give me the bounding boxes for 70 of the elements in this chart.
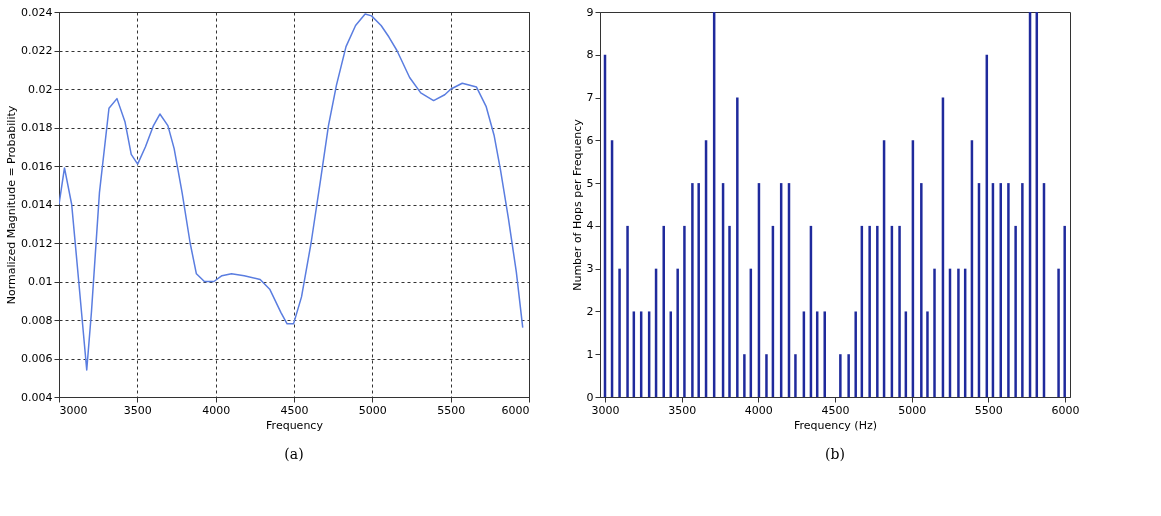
y-tick-label: 0.014 (21, 198, 53, 211)
y-tick-label: 0.008 (21, 313, 53, 327)
line-series (59, 13, 524, 371)
bar (697, 183, 700, 397)
bar (868, 225, 871, 397)
bar (823, 311, 826, 397)
y-tick-label: 0.018 (21, 121, 53, 134)
x-tick-label: 6000 (1051, 403, 1080, 417)
x-tick-label: 4500 (821, 403, 850, 417)
bar (839, 354, 842, 397)
y-tick-label: 4 (586, 219, 594, 233)
y-tick-label: 0.004 (21, 390, 53, 404)
bar (898, 225, 901, 397)
y-tick-label: 0.016 (21, 159, 53, 173)
bar (765, 354, 768, 397)
x-tick-label: 3000 (591, 403, 620, 417)
bar (618, 268, 621, 397)
y-tick-label: 0.02 (28, 82, 53, 96)
x-tick-label: 3000 (59, 403, 88, 417)
x-axis-title: Frequency (266, 418, 324, 432)
y-tick-label: 5 (586, 176, 594, 190)
x-tick-label: 5000 (358, 403, 387, 417)
bar (1007, 183, 1010, 397)
bar (1063, 225, 1066, 397)
bar (920, 183, 923, 397)
bar (626, 225, 629, 397)
y-tick-label: 9 (586, 5, 594, 19)
bar (683, 225, 686, 397)
text: (b) (825, 446, 845, 462)
bar (957, 268, 960, 397)
y-tick-label: 2 (586, 304, 594, 318)
y-axis-title: Normalized Magnitude = Probability (5, 105, 19, 305)
y-tick-label: 0.01 (28, 275, 53, 288)
y-tick-label: 0.006 (21, 352, 53, 365)
x-tick-label: 4000 (202, 403, 231, 417)
y-tick-label: 0 (586, 390, 594, 404)
x-axis-title: Frequency (Hz) (794, 418, 877, 432)
bar (1014, 225, 1017, 397)
x-tick-label: 3500 (123, 403, 152, 417)
y-tick-label: 7 (586, 91, 594, 105)
y-tick-label: 0.012 (21, 236, 53, 250)
bar (847, 354, 850, 397)
bar (662, 225, 665, 397)
bar (926, 311, 929, 397)
y-tick-label: 0.022 (21, 44, 53, 57)
bar (794, 354, 797, 397)
y-tick-label: 1 (586, 347, 594, 361)
y-axis-title: Number of Hops per Frequency (570, 118, 584, 291)
x-tick-label: 3500 (668, 403, 697, 417)
y-tick-label: 8 (586, 48, 594, 62)
bar (1021, 183, 1024, 397)
x-tick-label: 4500 (280, 403, 309, 417)
x-tick-label: 5000 (898, 403, 927, 417)
y-tick-label: 6 (586, 133, 594, 147)
x-tick-label: 5500 (437, 403, 466, 417)
y-tick-label: 3 (586, 262, 594, 276)
bar (728, 225, 731, 397)
x-tick-label: 4000 (744, 403, 773, 417)
text: (a) (284, 446, 304, 462)
bar (691, 183, 694, 397)
x-tick-label: 5500 (974, 403, 1003, 417)
bar (933, 268, 936, 397)
bar (676, 268, 679, 397)
y-tick-label: 0.024 (21, 5, 53, 19)
bar (876, 225, 879, 397)
bar (736, 97, 739, 397)
bar (743, 354, 746, 397)
x-tick-label: 6000 (501, 403, 530, 417)
bar (1057, 268, 1060, 397)
bar (854, 311, 857, 397)
